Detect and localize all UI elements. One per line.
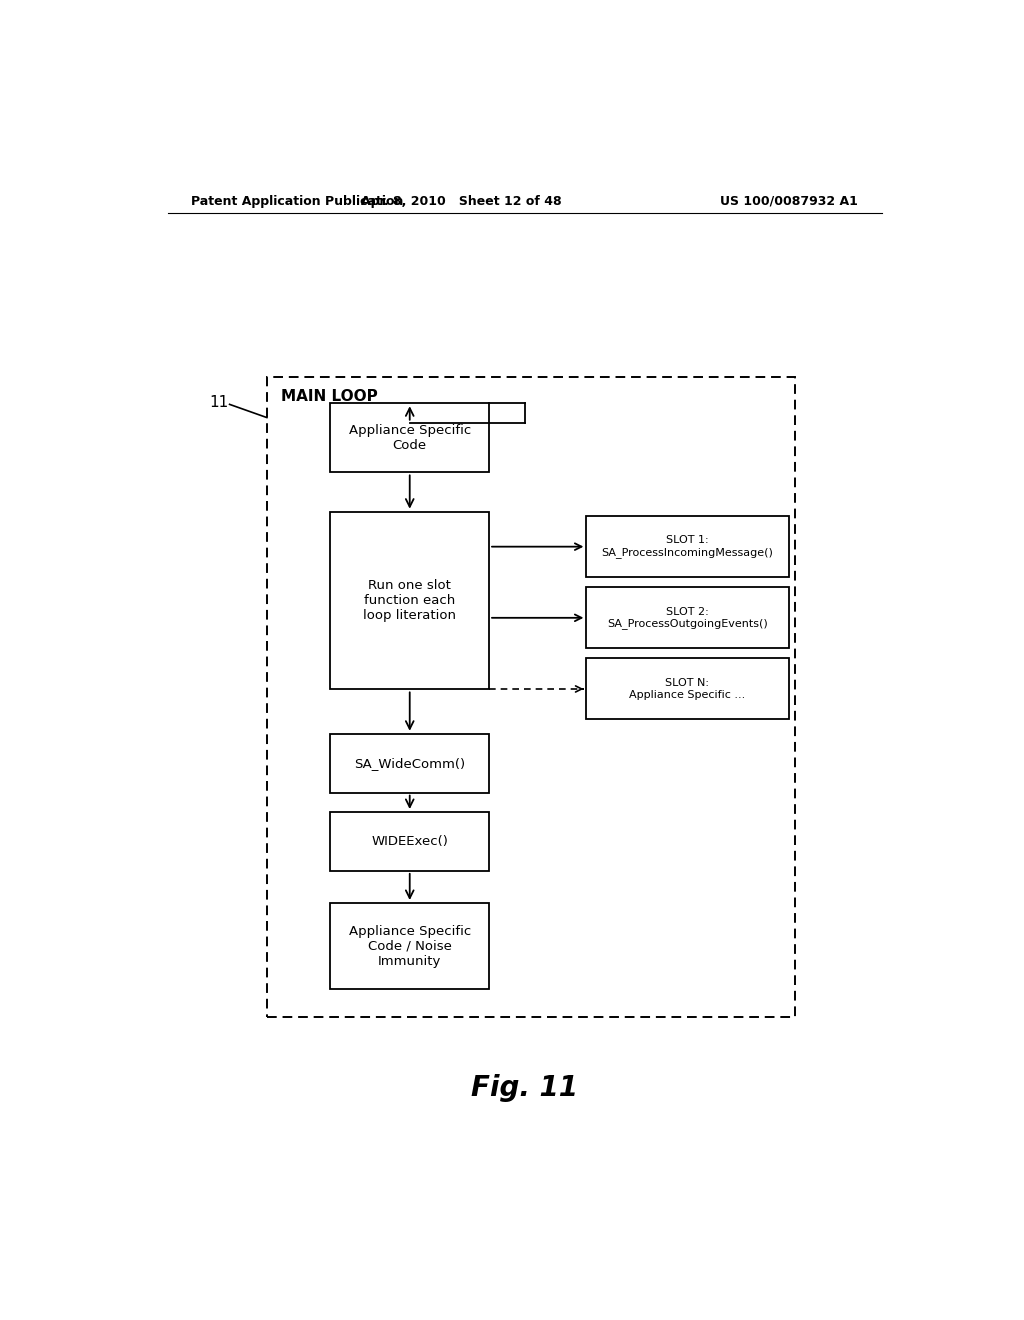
Text: MAIN LOOP: MAIN LOOP <box>282 389 378 404</box>
Bar <box>331 812 489 871</box>
Text: Apr. 8, 2010   Sheet 12 of 48: Apr. 8, 2010 Sheet 12 of 48 <box>361 194 561 207</box>
Text: Patent Application Publication: Patent Application Publication <box>191 194 403 207</box>
Text: Appliance Specific
Code: Appliance Specific Code <box>348 424 471 451</box>
Text: WIDEExec(): WIDEExec() <box>372 836 449 847</box>
Bar <box>331 734 489 792</box>
Text: Run one slot
function each
loop literation: Run one slot function each loop literati… <box>364 579 457 622</box>
Bar <box>587 516 788 577</box>
Bar <box>587 659 788 719</box>
Bar <box>331 903 489 989</box>
Text: SLOT 1:
SA_ProcessIncomingMessage(): SLOT 1: SA_ProcessIncomingMessage() <box>601 536 773 558</box>
Text: Fig. 11: Fig. 11 <box>471 1074 579 1102</box>
Bar <box>331 512 489 689</box>
Text: SLOT 2:
SA_ProcessOutgoingEvents(): SLOT 2: SA_ProcessOutgoingEvents() <box>607 607 768 630</box>
Bar <box>331 404 489 473</box>
Text: US 100/0087932 A1: US 100/0087932 A1 <box>720 194 858 207</box>
Bar <box>267 378 795 1018</box>
Text: Appliance Specific
Code / Noise
Immunity: Appliance Specific Code / Noise Immunity <box>348 924 471 968</box>
Bar <box>587 587 788 648</box>
Text: 11: 11 <box>210 395 229 409</box>
Text: SLOT N:
Appliance Specific ...: SLOT N: Appliance Specific ... <box>630 678 745 700</box>
Text: SA_WideComm(): SA_WideComm() <box>354 756 465 770</box>
